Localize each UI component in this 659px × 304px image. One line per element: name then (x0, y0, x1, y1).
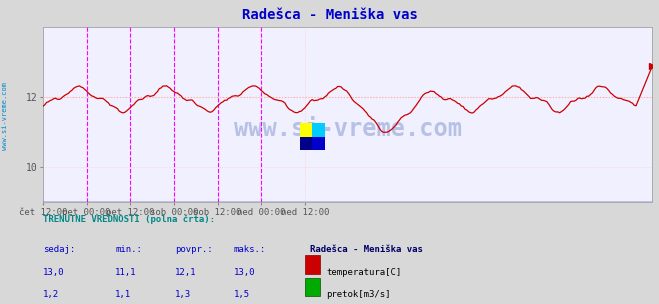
Text: min.:: min.: (115, 245, 142, 254)
Text: Radešca - Meniška vas: Radešca - Meniška vas (242, 8, 417, 22)
Text: maks.:: maks.: (234, 245, 266, 254)
Bar (300, 123, 312, 137)
Text: povpr.:: povpr.: (175, 245, 212, 254)
Text: www.si-vreme.com: www.si-vreme.com (234, 117, 461, 141)
Text: 13,0: 13,0 (43, 268, 65, 277)
Text: 1,5: 1,5 (234, 290, 250, 299)
Text: 13,0: 13,0 (234, 268, 256, 277)
Bar (312, 137, 325, 150)
Polygon shape (312, 123, 325, 137)
Text: 11,1: 11,1 (115, 268, 137, 277)
Text: 12,1: 12,1 (175, 268, 196, 277)
Text: Radešca - Meniška vas: Radešca - Meniška vas (310, 245, 422, 254)
Text: 1,2: 1,2 (43, 290, 59, 299)
Text: www.si-vreme.com: www.si-vreme.com (2, 81, 9, 150)
Text: TRENUTNE VREDNOSTI (polna črta):: TRENUTNE VREDNOSTI (polna črta): (43, 214, 215, 224)
Polygon shape (300, 137, 312, 150)
Text: sedaj:: sedaj: (43, 245, 75, 254)
Text: pretok[m3/s]: pretok[m3/s] (326, 290, 391, 299)
Text: 1,3: 1,3 (175, 290, 190, 299)
Text: 1,1: 1,1 (115, 290, 131, 299)
Text: temperatura[C]: temperatura[C] (326, 268, 401, 277)
